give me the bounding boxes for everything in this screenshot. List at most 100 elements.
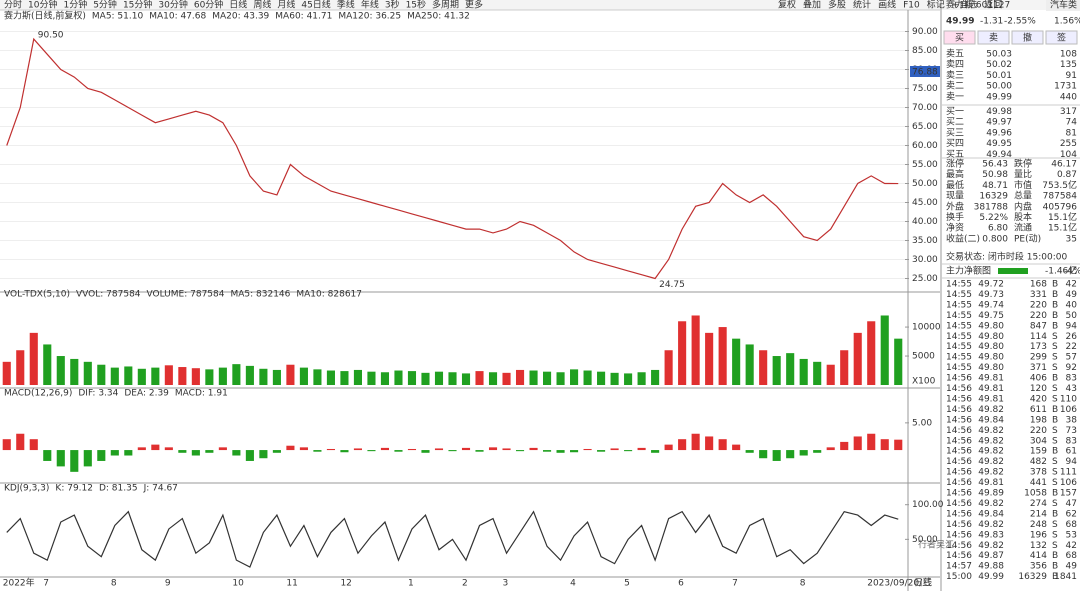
tab[interactable]: 5分钟 — [93, 0, 117, 11]
bar — [43, 450, 52, 461]
trade-volume: 248 — [1030, 520, 1047, 530]
tab[interactable]: 季线 — [337, 0, 355, 11]
bar — [286, 364, 295, 385]
tool[interactable]: 统计 — [853, 0, 871, 11]
legend-item: MA60: 41.71 — [275, 12, 332, 22]
bar — [326, 448, 335, 451]
trade-volume: 611 — [1030, 405, 1047, 415]
tab[interactable]: 多周期 — [432, 0, 459, 11]
stat-label: 流通 — [1014, 222, 1032, 234]
x-tick-label: 10 — [232, 579, 244, 589]
bar — [205, 369, 214, 385]
button-label[interactable]: 买 — [955, 33, 964, 44]
button-label[interactable]: 卖 — [989, 33, 998, 44]
legend-title: MACD(12,26,9) — [4, 389, 72, 399]
trade-price: 49.80 — [978, 363, 1004, 373]
button[interactable] — [1011, 30, 1044, 45]
tab[interactable]: 15分钟 — [123, 0, 152, 11]
button[interactable] — [1045, 30, 1078, 45]
data-line — [6, 37, 899, 280]
trade-count: 106 — [1060, 405, 1077, 415]
legend-item: MA120: 36.25 — [338, 12, 401, 22]
bar — [745, 344, 754, 385]
legend-title: KDJ(9,3,3) — [4, 484, 49, 494]
stat-value: 46.17 — [1051, 160, 1077, 170]
sector: 汽车类 — [1050, 0, 1077, 11]
trade-time: 14:56 — [946, 541, 972, 551]
bar — [583, 370, 592, 385]
trade-volume: 378 — [1030, 468, 1047, 478]
tab[interactable]: 分时 — [4, 0, 22, 11]
trade-time: 14:55 — [946, 363, 972, 373]
tab[interactable]: 15秒 — [406, 0, 426, 11]
tool[interactable]: 叠加 — [803, 0, 821, 11]
legend-item: MACD: 1.91 — [175, 389, 228, 399]
legend-item: MA5: 51.10 — [92, 12, 144, 22]
tool[interactable]: 标记 — [927, 0, 945, 11]
tool[interactable]: 多股 — [828, 0, 846, 11]
x-tick-label: 5 — [624, 579, 630, 589]
book-label: 卖二 — [946, 81, 964, 92]
bar — [813, 450, 822, 453]
tab[interactable]: 3秒 — [385, 0, 400, 11]
bar — [705, 332, 714, 385]
stat-value: 0.800 — [982, 234, 1008, 244]
trade-side: B — [1052, 300, 1058, 310]
bar — [461, 373, 471, 385]
x-tick-label: 2023/09/20/三 — [867, 579, 931, 589]
trade-count: 68 — [1066, 551, 1078, 561]
tab[interactable]: 年线 — [361, 0, 379, 11]
bar — [16, 433, 25, 451]
tab[interactable]: 月线 — [277, 0, 295, 11]
tab[interactable]: 45日线 — [301, 0, 330, 11]
trade-side: B — [1052, 572, 1058, 582]
bar — [83, 450, 92, 467]
trade-side: S — [1052, 530, 1058, 540]
flow-bar — [998, 268, 1028, 274]
trade-volume: 847 — [1030, 321, 1047, 331]
button[interactable] — [943, 30, 976, 45]
tab[interactable]: 更多 — [465, 0, 483, 11]
trade-price: 49.80 — [978, 353, 1004, 363]
tab[interactable]: 1分钟 — [63, 0, 87, 11]
tool[interactable]: 复权 — [778, 0, 796, 11]
tool[interactable]: 画线 — [878, 0, 896, 11]
bar — [488, 447, 498, 451]
flow-label: 主力净额图 — [946, 265, 991, 277]
book-price: 49.94 — [986, 150, 1012, 160]
y-tick-label: 100.00 — [912, 500, 944, 510]
tab[interactable]: 周线 — [253, 0, 271, 11]
x-tick-label: 12 — [340, 579, 351, 589]
tab[interactable]: 10分钟 — [28, 0, 57, 11]
trade-time: 14:55 — [946, 280, 972, 290]
trade-time: 14:56 — [946, 520, 972, 530]
bar — [461, 447, 471, 451]
trade-count: 42 — [1066, 541, 1077, 551]
tab[interactable]: 30分钟 — [158, 0, 187, 11]
bar — [786, 353, 795, 385]
trade-time: 14:55 — [946, 342, 972, 352]
book-volume: 317 — [1060, 107, 1077, 117]
button[interactable] — [977, 30, 1010, 45]
tool[interactable]: F10 — [903, 1, 920, 11]
bar — [299, 447, 308, 451]
stock-name: 赛力斯 601127 — [946, 0, 1010, 11]
tool[interactable]: +自选 — [952, 0, 978, 11]
trade-time: 14:56 — [946, 457, 972, 467]
tab[interactable]: 60分钟 — [194, 0, 223, 11]
bar — [218, 367, 227, 385]
bar — [313, 450, 322, 452]
button-label[interactable]: 撤 — [1023, 32, 1032, 44]
stat-label: 现量 — [946, 191, 964, 202]
tab[interactable]: 日线 — [229, 0, 247, 11]
trade-volume: 414 — [1030, 551, 1047, 561]
stat-value: 56.43 — [982, 160, 1008, 170]
bar — [448, 450, 457, 452]
button-label[interactable]: 签 — [1057, 32, 1066, 44]
bar — [718, 439, 727, 451]
tool[interactable]: 返回 — [984, 0, 1002, 11]
bar — [853, 332, 862, 385]
bar — [556, 450, 565, 453]
trade-volume: 132 — [1030, 541, 1047, 551]
trade-time: 14:55 — [946, 300, 972, 310]
